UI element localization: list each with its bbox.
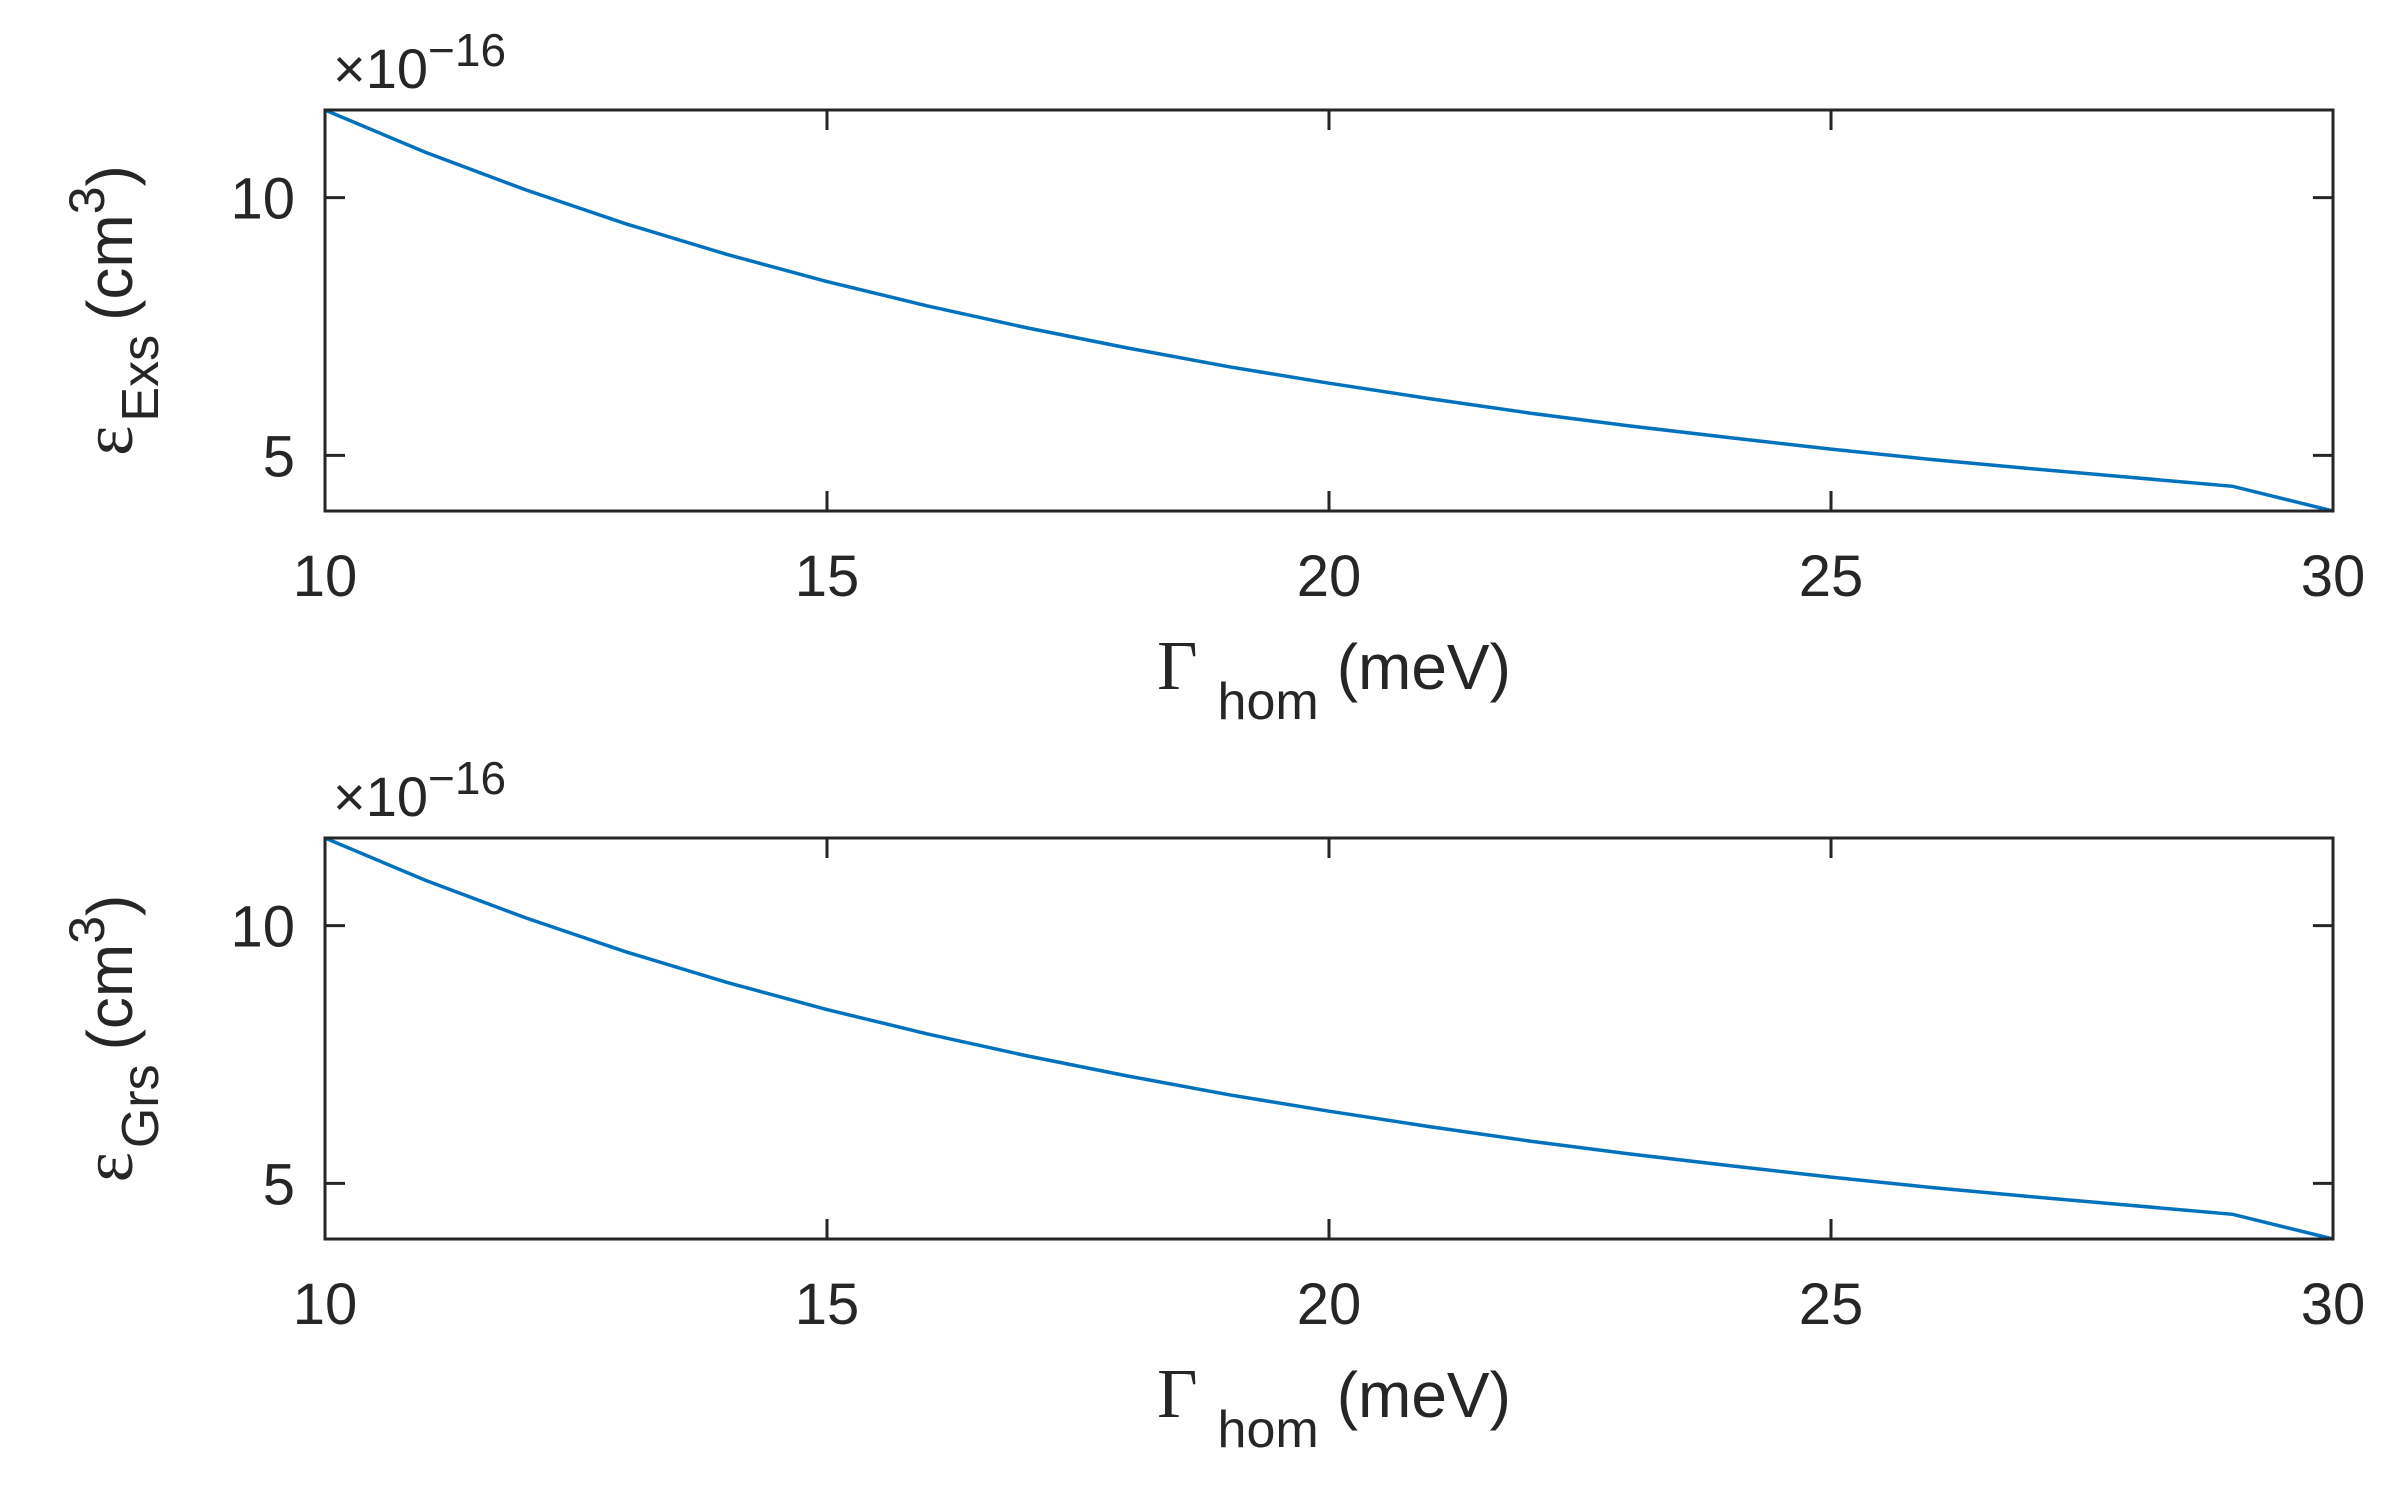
y-axis-title: ε Grs (cm3) xyxy=(59,895,170,1183)
bottom-axes: 10 15 20 25 30 5 10 ×10−16 Γ hom (meV) ε Grs (cm3) xyxy=(59,752,2365,1459)
y-tick-label: 5 xyxy=(263,1152,295,1217)
y-title-unit-suffix: ) xyxy=(74,895,146,916)
y-title-unit-superscript: 3 xyxy=(59,186,115,214)
exponent-power: −16 xyxy=(428,24,506,76)
x-tick-label: 20 xyxy=(1297,1272,1362,1337)
y-title-subscript: Grs xyxy=(112,1064,170,1148)
x-title-subscript: hom xyxy=(1218,1401,1319,1459)
x-title-unit: (meV) xyxy=(1337,631,1511,703)
top-axes: 10 15 20 25 30 5 10 ×10−16 Γ hom (meV) ε Exs (cm3) xyxy=(59,24,2365,731)
y-title-subscript: Exs xyxy=(112,335,170,422)
x-tick-label: 30 xyxy=(2301,1272,2366,1337)
series-line xyxy=(324,836,2334,1241)
y-tick-label: 5 xyxy=(263,424,295,489)
x-title-subscript: hom xyxy=(1218,673,1319,731)
y-tick-label: 10 xyxy=(230,167,295,232)
y-axis-title: ε Exs (cm3) xyxy=(59,165,170,456)
x-tick-label: 25 xyxy=(1799,1272,1864,1337)
x-tick-label: 10 xyxy=(293,544,358,609)
x-tick-label: 20 xyxy=(1297,544,1362,609)
x-tick-label: 10 xyxy=(293,1272,358,1337)
exponent-base: ×10 xyxy=(333,765,428,828)
x-title-symbol: Γ xyxy=(1157,1356,1197,1433)
y-title-symbol: ε xyxy=(68,426,148,456)
y-tick-label: 10 xyxy=(230,895,295,960)
x-tick-label: 30 xyxy=(2301,544,2366,609)
x-title-symbol: Γ xyxy=(1157,628,1197,705)
y-title-unit-superscript: 3 xyxy=(59,916,115,944)
x-tick-label: 25 xyxy=(1799,544,1864,609)
y-title-unit-suffix: ) xyxy=(74,165,146,186)
y-title-symbol: ε xyxy=(68,1152,148,1182)
exponent-base: ×10 xyxy=(333,37,428,100)
exponent-label: ×10−16 xyxy=(333,752,506,828)
y-title-unit-prefix: (cm xyxy=(74,944,146,1051)
series-line xyxy=(324,108,2334,513)
axes-box xyxy=(323,108,2335,513)
x-tick-label: 15 xyxy=(795,544,860,609)
axes-box xyxy=(323,836,2335,1241)
exponent-label: ×10−16 xyxy=(333,24,506,100)
x-tick-label: 15 xyxy=(795,1272,860,1337)
x-title-unit: (meV) xyxy=(1337,1359,1511,1431)
y-title-unit-prefix: (cm xyxy=(74,214,146,321)
exponent-power: −16 xyxy=(428,752,506,804)
